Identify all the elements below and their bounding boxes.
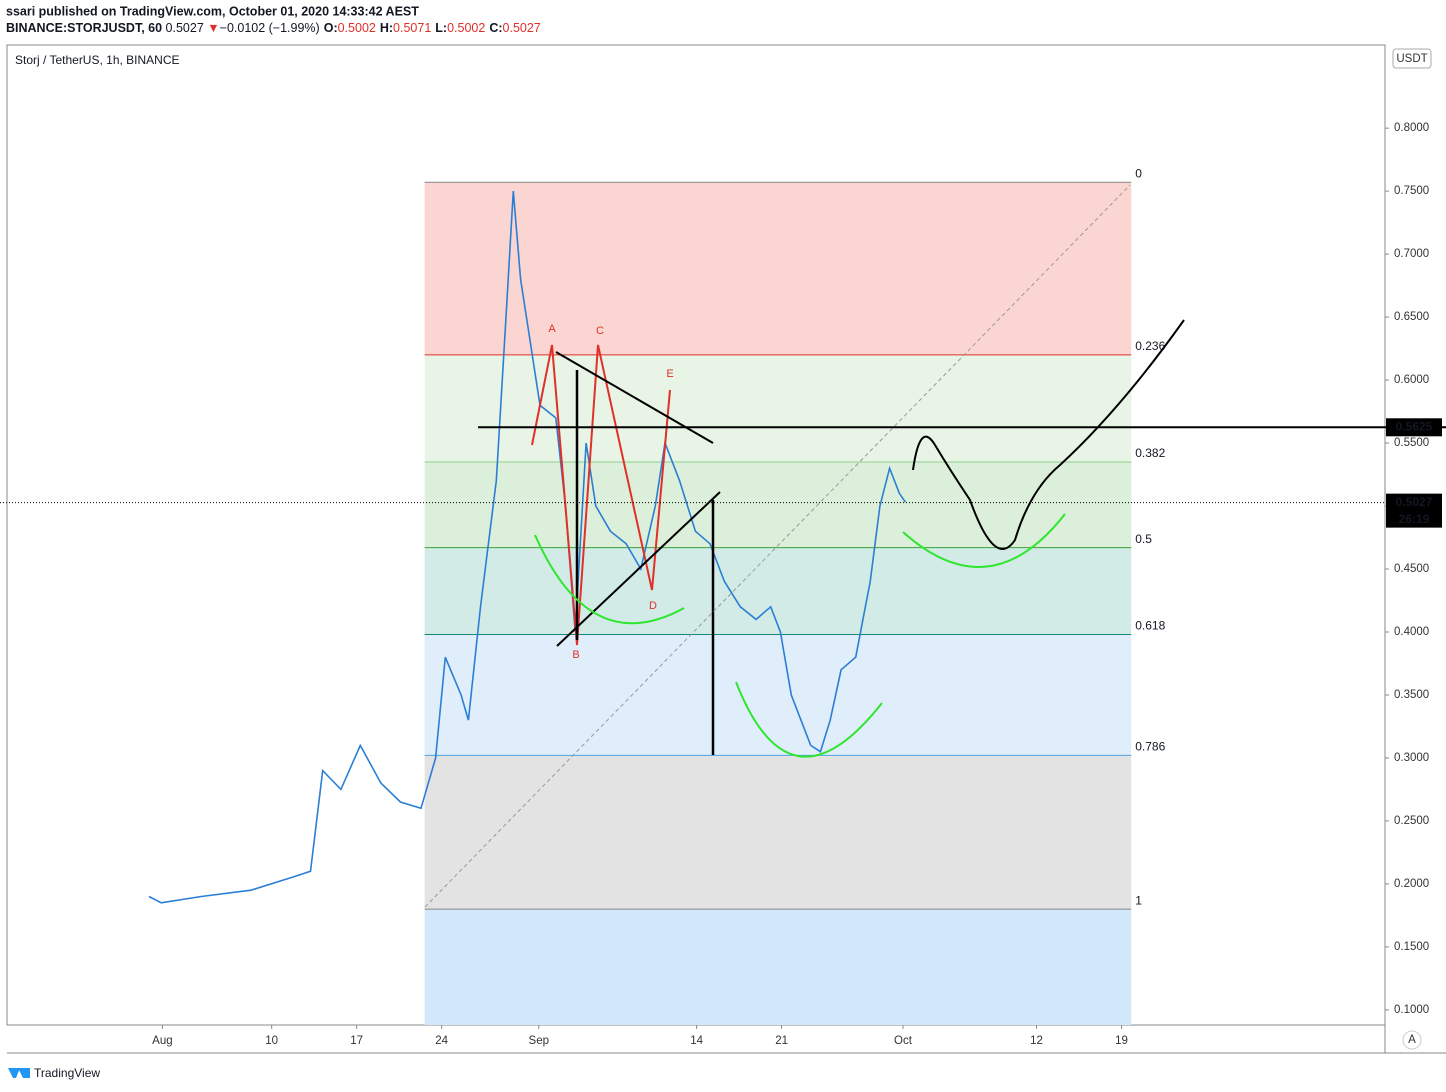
fib-band xyxy=(424,461,1132,548)
stat-value: 0.5027 xyxy=(503,21,541,35)
fib-band xyxy=(424,547,1132,635)
symbol: BINANCE:STORJUSDT, 60 xyxy=(6,21,162,35)
y-tick-label: 0.7500 xyxy=(1394,185,1429,197)
stat-value: 0.5002 xyxy=(338,21,376,35)
arc xyxy=(534,534,685,625)
y-tick-label: 0.1500 xyxy=(1394,941,1429,953)
drawings xyxy=(424,184,1185,908)
auto-scale: A xyxy=(1408,1034,1416,1046)
label-e: E xyxy=(666,368,673,380)
fib-label: 0 xyxy=(1135,166,1142,180)
x-tick-label: Oct xyxy=(894,1035,913,1047)
x-tick-label: 10 xyxy=(265,1035,278,1047)
label-d: D xyxy=(649,600,657,612)
x-tick-label: 17 xyxy=(350,1035,363,1047)
currency: USDT xyxy=(1396,53,1427,65)
projection xyxy=(912,319,1185,550)
y-tick-label: 0.1000 xyxy=(1394,1004,1429,1016)
x-tick-label: 12 xyxy=(1030,1035,1043,1047)
auto-scale-button[interactable] xyxy=(1402,1030,1422,1050)
label-c: C xyxy=(596,325,604,337)
trendline xyxy=(556,491,721,647)
price-line-label: 0.5625 xyxy=(1396,419,1433,433)
y-tick-label: 0.6500 xyxy=(1394,311,1429,323)
y-tick-label: 0.4500 xyxy=(1394,563,1429,575)
label-a: A xyxy=(548,323,556,335)
stat-value: 0.5071 xyxy=(393,21,431,35)
fib-label: 1 xyxy=(1135,893,1142,907)
stat-value: 0.5002 xyxy=(447,21,485,35)
x-tick-label: Aug xyxy=(152,1035,172,1047)
last-price-tag xyxy=(1386,493,1442,528)
x-tick-label: 19 xyxy=(1115,1035,1128,1047)
brand-logo xyxy=(8,1068,30,1078)
y-tick-label: 0.5500 xyxy=(1394,437,1429,449)
label-b: B xyxy=(572,649,579,661)
fib-label: 0.5 xyxy=(1135,532,1152,546)
fib-band xyxy=(424,909,1132,1025)
change: −0.0102 (−1.99%) xyxy=(220,21,320,35)
published-line: ssari published on TradingView.com, Octo… xyxy=(6,4,419,18)
countdown: 26:19 xyxy=(1399,512,1430,526)
y-tick-label: 0.2500 xyxy=(1394,815,1429,827)
fib-label: 0.786 xyxy=(1135,740,1165,754)
fib-label: 0.618 xyxy=(1135,619,1165,633)
x-tick-label: 21 xyxy=(775,1035,788,1047)
x-tick-label: 24 xyxy=(435,1035,448,1047)
last-price-label: 0.5027 xyxy=(1396,495,1433,509)
y-tick-label: 0.8000 xyxy=(1394,122,1429,134)
fib-band xyxy=(424,354,1132,462)
stat-label: O: xyxy=(324,21,338,35)
last: 0.5027 xyxy=(166,21,204,35)
y-tick-label: 0.3000 xyxy=(1394,752,1429,764)
fib-label: 0.382 xyxy=(1135,446,1165,460)
x-tick-label: 14 xyxy=(690,1035,703,1047)
abcde-wave xyxy=(531,344,671,646)
brand: TradingView xyxy=(34,1066,100,1080)
arc xyxy=(735,681,883,758)
price-line-tag xyxy=(1386,418,1442,437)
currency-button[interactable] xyxy=(1392,48,1432,69)
stat-label: C: xyxy=(489,21,502,35)
y-tick-label: 0.2000 xyxy=(1394,878,1429,890)
fib-band xyxy=(424,755,1132,910)
x-tick-label: Sep xyxy=(529,1035,549,1047)
y-tick-label: 0.3500 xyxy=(1394,689,1429,701)
symbol-line: BINANCE:STORJUSDT, 60 0.5027 ▼−0.0102 (−… xyxy=(6,21,541,35)
fib-band xyxy=(424,634,1132,756)
stat-label: H: xyxy=(380,21,393,35)
arrow: ▼ xyxy=(207,21,219,35)
legend-title: Storj / TetherUS, 1h, BINANCE xyxy=(15,53,180,67)
stat-label: L: xyxy=(435,21,447,35)
price-line xyxy=(148,191,907,904)
y-tick-label: 0.4000 xyxy=(1394,626,1429,638)
fib-diagonal xyxy=(424,184,1131,908)
fib-band xyxy=(424,182,1132,355)
arc xyxy=(902,513,1066,568)
y-tick-label: 0.6000 xyxy=(1394,374,1429,386)
y-tick-label: 0.7000 xyxy=(1394,248,1429,260)
fib-label: 0.236 xyxy=(1135,339,1165,353)
